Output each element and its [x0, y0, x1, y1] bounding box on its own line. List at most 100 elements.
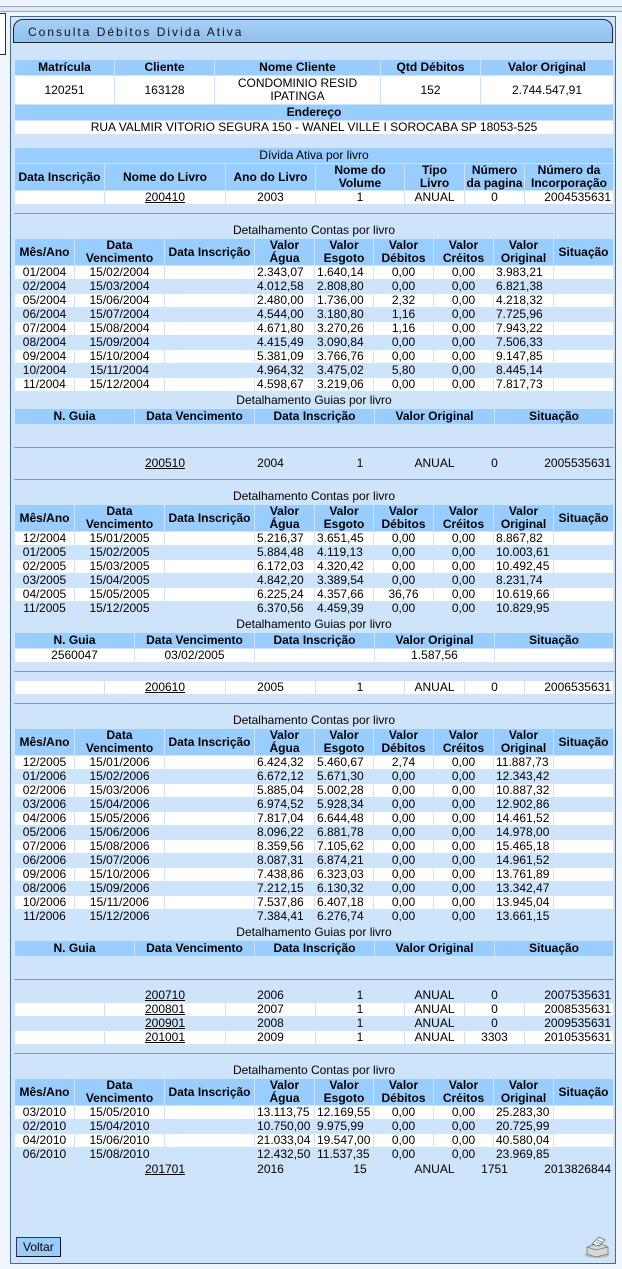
- conta-row: 05/2004 15/06/2004 2.480,00 1.736,00 2,32 0,0…: [15, 294, 613, 307]
- mes-ano: 04/2006: [22, 812, 67, 825]
- header-valor-original: Valor Original: [375, 409, 494, 424]
- data-inscricao: [165, 322, 254, 335]
- nome-livro: 201701: [105, 1163, 225, 1176]
- header-data-inscricao: Data Inscrição: [165, 505, 254, 531]
- conta-row: 01/2006 15/02/2006 6.672,12 5.671,30 0,00 0,0…: [15, 770, 613, 783]
- mes-ano: 11/2005: [23, 602, 66, 615]
- header-valor-agua: Valor Água: [255, 1079, 314, 1105]
- livro-link[interactable]: 201001: [144, 1031, 186, 1044]
- livro-link[interactable]: 200410: [144, 191, 186, 204]
- mes-ano: 12/2004: [22, 532, 67, 545]
- conta-row: 09/2004 15/10/2004 5.381,09 3.766,76 0,00 0,0…: [15, 350, 613, 363]
- valor-original: 9.147,85: [496, 350, 543, 363]
- matricula-value: 120251: [44, 82, 85, 97]
- mes-ano: 10/2006: [22, 896, 67, 909]
- tipo-livro: ANUAL: [414, 1003, 455, 1016]
- valor-debitos: 0,00: [391, 574, 416, 587]
- valor-agua: 6.370,56: [257, 602, 304, 615]
- valor-debitos: 36,76: [388, 588, 419, 601]
- valor-original: 7.725,96: [496, 308, 543, 321]
- divider: [14, 479, 614, 480]
- header-valor-original: Valor Original: [494, 239, 553, 265]
- voltar-button[interactable]: Voltar: [16, 1237, 61, 1257]
- data-vencimento: 15/06/2006: [89, 826, 150, 839]
- livro-link[interactable]: 200510: [144, 457, 186, 470]
- data-vencimento: 15/03/2006: [89, 784, 150, 797]
- livro-table: 200610 2005 1 ANUAL 0 2006535631: [14, 680, 614, 695]
- incorporacao: 2007535631: [544, 989, 611, 1002]
- empty-guias: [14, 425, 614, 439]
- valor-agua: 8.087,31: [257, 854, 304, 867]
- data-inscricao: [165, 266, 254, 279]
- data-inscricao: [165, 588, 254, 601]
- data-vencimento: 15/09/2006: [89, 882, 150, 895]
- valor-creditos: 0,00: [451, 574, 476, 587]
- data-inscricao: [165, 1148, 254, 1161]
- header-valor-agua: Valor Água: [255, 505, 314, 531]
- valor-esgoto: 5.928,34: [317, 798, 364, 811]
- valor-debitos: 0,00: [391, 854, 416, 867]
- valor-original: 8.231,74: [496, 574, 543, 587]
- volume: 1: [356, 457, 364, 470]
- volume: 1: [356, 989, 364, 1002]
- valor-creditos: 0,00: [451, 868, 476, 881]
- valor-agua: 6.672,12: [257, 770, 304, 783]
- conta-row: 11/2005 15/12/2005 6.370,56 4.459,39 0,00 0,0…: [15, 602, 613, 615]
- data-vencimento: 15/04/2010: [89, 1120, 150, 1133]
- data-vencimento: 15/07/2006: [89, 854, 150, 867]
- valor-creditos: 0,00: [451, 336, 476, 349]
- conta-row: 05/2006 15/06/2006 8.096,22 6.881,78 0,00 0,0…: [15, 826, 613, 839]
- livro-link[interactable]: 201701: [144, 1163, 186, 1176]
- data-inscricao: [165, 336, 254, 349]
- situacao: [554, 784, 613, 797]
- consulta-panel: Consulta Débitos Divida Ativa Matrícula …: [10, 16, 616, 1264]
- pagina: 3303: [481, 1031, 508, 1044]
- valor-agua: 4.415,49: [257, 336, 304, 349]
- valor-original: 4.218,32: [496, 294, 543, 307]
- valor-esgoto: 3.651,45: [317, 532, 364, 545]
- valor-creditos: 0,00: [451, 1120, 476, 1133]
- valor-creditos: 0,00: [451, 266, 476, 279]
- header-valor-original: Valor Original: [375, 633, 494, 648]
- valor-creditos: 0,00: [451, 896, 476, 909]
- livro-table: 201701 2016 15 ANUAL 1751 2013826844: [14, 1162, 614, 1177]
- livro-link[interactable]: 200710: [144, 989, 186, 1002]
- valor-esgoto: 6.130,32: [317, 882, 364, 895]
- data-inscricao: [165, 602, 254, 615]
- data-inscricao: [255, 649, 374, 662]
- livro-link[interactable]: 200610: [144, 681, 186, 694]
- valor-debitos: 2,74: [391, 756, 416, 769]
- situacao: [554, 1106, 613, 1119]
- livro-row: 201001 2009 1 ANUAL 3303 2010535631: [15, 1031, 613, 1044]
- header-data-inscricao: Data Inscrição: [15, 164, 104, 190]
- volume: 1: [356, 1003, 364, 1016]
- header-valor-original: Valor Original: [494, 505, 553, 531]
- livro-link[interactable]: 200901: [144, 1017, 186, 1030]
- valor-original: 3.983,21: [496, 266, 543, 279]
- valor-esgoto: 3.180,80: [317, 308, 364, 321]
- data-vencimento: 15/05/2005: [89, 588, 150, 601]
- data-inscricao: [165, 280, 254, 293]
- livro-row: 200610 2005 1 ANUAL 0 2006535631: [15, 681, 613, 694]
- conta-row: 02/2005 15/03/2005 6.172,03 4.320,42 0,00 0,0…: [15, 560, 613, 573]
- situacao: [554, 910, 613, 923]
- data-inscricao: [15, 1017, 104, 1030]
- valor-esgoto: 19.547,00: [317, 1134, 371, 1147]
- valor-debitos: 0,00: [391, 826, 416, 839]
- divider: [14, 671, 614, 672]
- livro-link[interactable]: 200801: [144, 1003, 186, 1016]
- header-pagina: Número da pagina: [465, 163, 524, 190]
- data-vencimento: 15/06/2010: [89, 1134, 150, 1147]
- conta-row: 04/2010 15/06/2010 21.033,04 19.547,00 0,00 0…: [15, 1134, 613, 1147]
- valor-debitos: 0,00: [391, 266, 416, 279]
- mes-ano: 03/2010: [22, 1106, 67, 1119]
- valor-debitos: 0,00: [391, 770, 416, 783]
- data-inscricao: [165, 812, 254, 825]
- valor-original: 10.829,95: [496, 602, 550, 615]
- cliente-row: 120251 163128 CONDOMINIO RESID IPATINGA …: [15, 76, 613, 104]
- data-vencimento: 15/11/2004: [89, 364, 150, 377]
- valor-creditos: 0,00: [451, 588, 476, 601]
- header-data-inscricao: Data Inscrição: [165, 729, 254, 755]
- printer-icon[interactable]: [584, 1235, 610, 1259]
- data-inscricao: [15, 681, 104, 694]
